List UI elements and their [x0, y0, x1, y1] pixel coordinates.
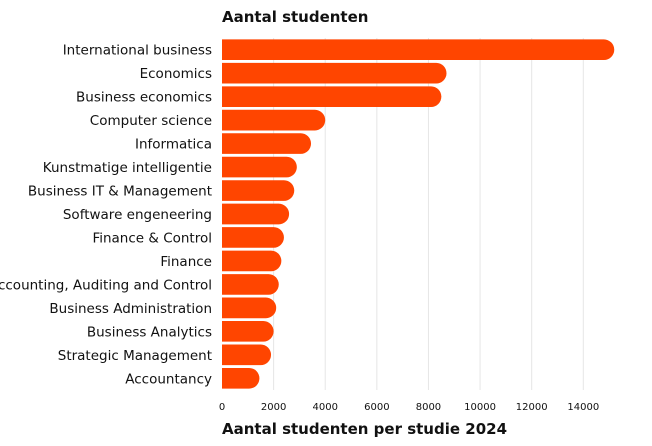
- x-tick-label: 12000: [516, 402, 548, 413]
- bar: [222, 227, 284, 248]
- category-label: Computer science: [90, 113, 212, 129]
- x-tick-label: 0: [219, 402, 225, 413]
- category-label: International business: [63, 43, 212, 59]
- category-labels: International business Economics Business …: [0, 43, 212, 388]
- chart-title: Aantal studenten: [222, 8, 369, 26]
- category-label: Business Analytics: [87, 324, 212, 340]
- category-label: Accountancy: [125, 371, 212, 387]
- bar: [222, 367, 260, 389]
- x-tick-label: 2000: [261, 402, 286, 413]
- bar: [222, 180, 295, 201]
- x-tick-label: 10000: [464, 402, 496, 413]
- category-label: Software engeneering: [63, 207, 212, 223]
- category-label: Kunstmatige intelligentie: [43, 160, 212, 176]
- bar: [222, 133, 312, 154]
- bar: [222, 109, 326, 131]
- category-label: Economics: [140, 66, 212, 82]
- bar: [222, 321, 274, 342]
- bar: [222, 39, 615, 61]
- x-axis-label: Aantal studenten per studie 2024: [222, 420, 508, 438]
- bar: [222, 297, 277, 319]
- category-label: Informatica: [135, 137, 212, 153]
- bars: [222, 39, 615, 389]
- category-label: Finance: [160, 254, 212, 270]
- bar: [222, 62, 447, 84]
- bar: [222, 250, 282, 272]
- x-tick-labels: 0 2000 4000 6000 8000 10000 12000 14000: [219, 402, 599, 413]
- x-tick-label: 8000: [416, 402, 441, 413]
- bar: [222, 203, 290, 225]
- x-tick-label: 4000: [312, 402, 337, 413]
- category-label: Finance & Control: [92, 230, 212, 246]
- category-label: Strategic Management: [58, 348, 212, 364]
- category-label: Business IT & Management: [28, 184, 212, 200]
- bar: [222, 274, 279, 295]
- bar: [222, 156, 297, 178]
- bar: [222, 86, 442, 107]
- x-tick-label: 14000: [567, 402, 599, 413]
- bar: [222, 344, 272, 366]
- category-label: Accounting, Auditing and Control: [0, 277, 212, 293]
- category-label: Business economics: [76, 90, 212, 106]
- category-label: Business Administration: [49, 301, 212, 317]
- x-tick-label: 6000: [364, 402, 389, 413]
